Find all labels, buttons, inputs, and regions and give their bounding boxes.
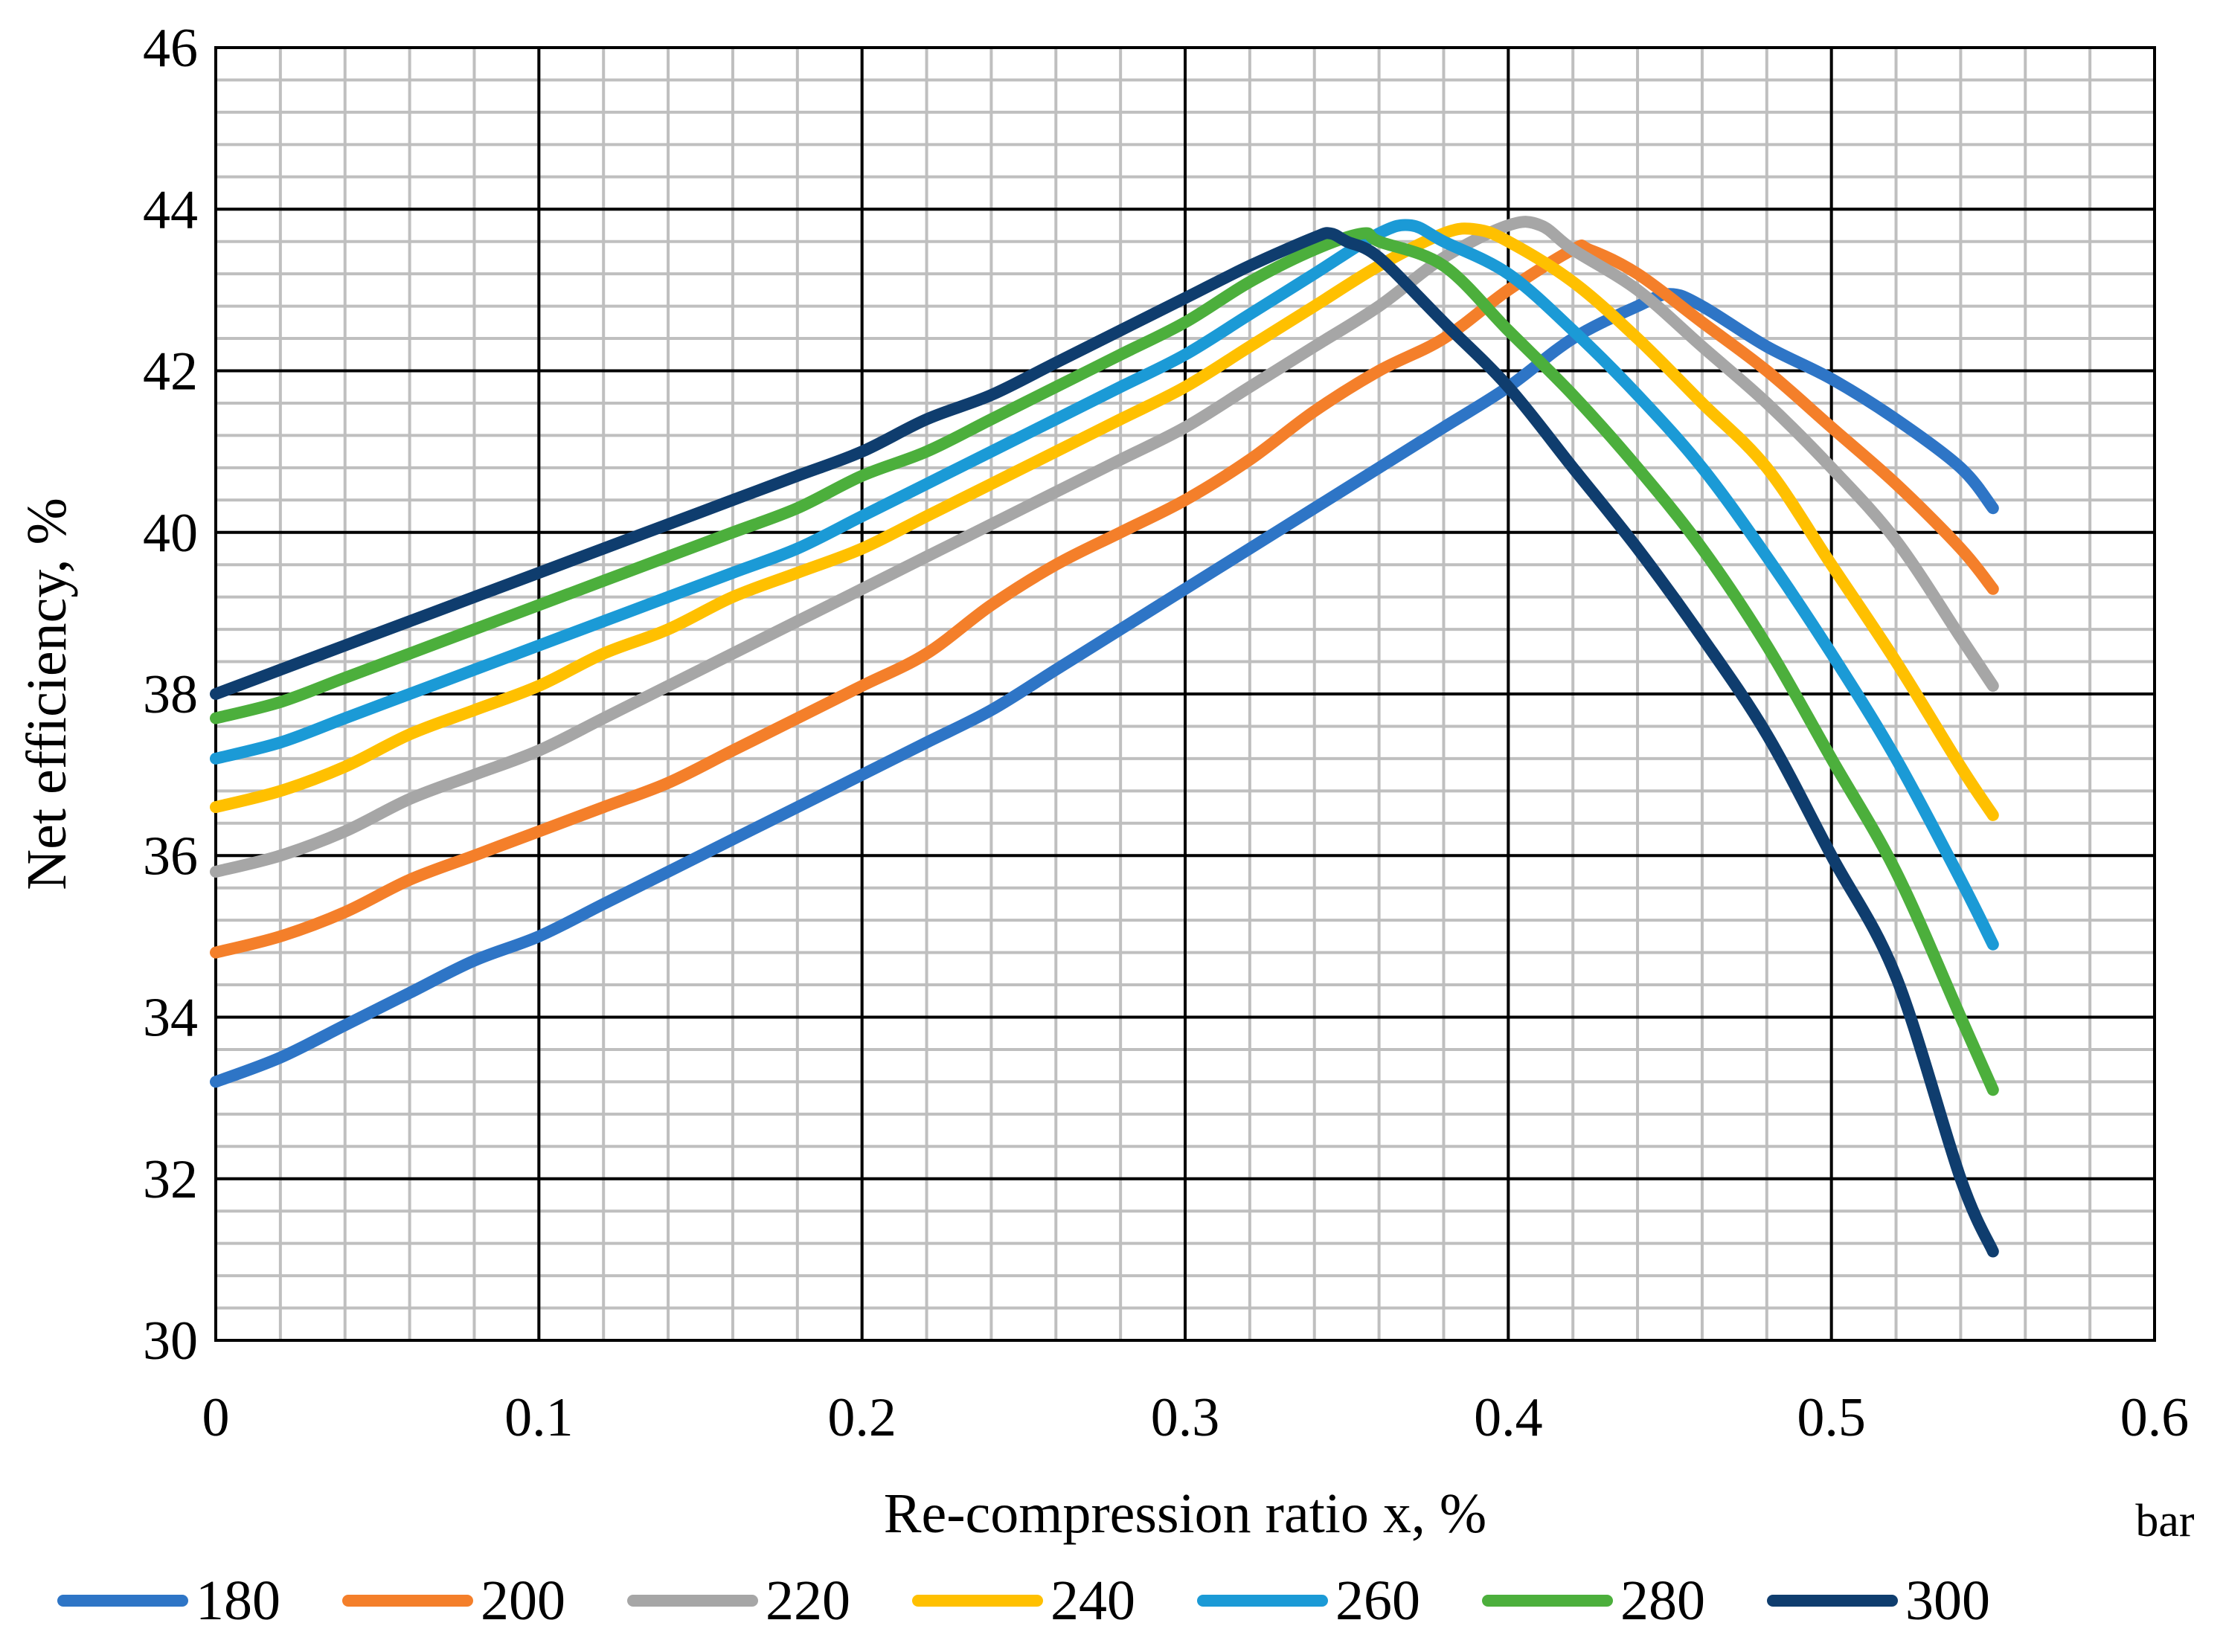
x-axis-title: Re-compression ratio x, % xyxy=(884,1482,1486,1545)
legend-label: 260 xyxy=(1335,1569,1420,1632)
legend-item-200: 200 xyxy=(342,1569,565,1632)
legend-item-240: 240 xyxy=(912,1569,1135,1632)
legend-item-180: 180 xyxy=(57,1569,280,1632)
y-tick-label: 30 xyxy=(143,1311,198,1372)
series-line-200 xyxy=(210,240,1999,959)
legend-item-300: 300 xyxy=(1767,1569,1990,1632)
x-axis-unit-label: bar xyxy=(2135,1496,2195,1546)
series-line-260 xyxy=(210,219,1999,951)
y-tick-label: 34 xyxy=(143,988,198,1049)
legend-label: 180 xyxy=(196,1569,280,1632)
x-tick-label: 0.2 xyxy=(827,1387,896,1448)
x-tick-label: 0 xyxy=(202,1387,230,1448)
y-tick-label: 46 xyxy=(143,18,198,79)
x-tick-label: 0.4 xyxy=(1474,1387,1543,1448)
legend-item-280: 280 xyxy=(1482,1569,1705,1632)
y-tick-label: 42 xyxy=(143,341,198,402)
y-tick-label: 32 xyxy=(143,1149,198,1210)
legend-item-260: 260 xyxy=(1197,1569,1420,1632)
series-line-280 xyxy=(210,227,1999,1096)
series-line-300 xyxy=(210,227,1999,1258)
y-tick-label: 36 xyxy=(143,826,198,887)
x-tick-label: 0.1 xyxy=(504,1387,574,1448)
y-tick-label: 40 xyxy=(143,503,198,564)
y-axis-title: Net efficiency, % xyxy=(16,498,78,890)
x-tick-label: 0.5 xyxy=(1797,1387,1866,1448)
legend-item-220: 220 xyxy=(627,1569,850,1632)
series-line-220 xyxy=(210,216,1999,878)
y-tick-label: 38 xyxy=(143,664,198,725)
legend-label: 300 xyxy=(1905,1569,1990,1632)
series-line-180 xyxy=(210,288,1999,1088)
legend-label: 240 xyxy=(1050,1569,1135,1632)
series-lines xyxy=(210,216,1999,1258)
legend-label: 200 xyxy=(481,1569,565,1632)
x-tick-label: 0.3 xyxy=(1151,1387,1220,1448)
x-tick-label: 0.6 xyxy=(2120,1387,2190,1448)
y-tick-label: 44 xyxy=(143,179,198,240)
x-axis-tick-labels: 0 0.1 0.2 0.3 0.4 0.5 0.6 xyxy=(202,1387,2190,1448)
legend-label: 220 xyxy=(766,1569,850,1632)
y-axis-tick-labels: 30 32 34 36 38 40 42 44 46 xyxy=(143,18,198,1372)
legend: 180 200 220 240 260 280 300 xyxy=(57,1569,1990,1632)
series-line-240 xyxy=(210,222,1999,821)
legend-label: 280 xyxy=(1620,1569,1705,1632)
